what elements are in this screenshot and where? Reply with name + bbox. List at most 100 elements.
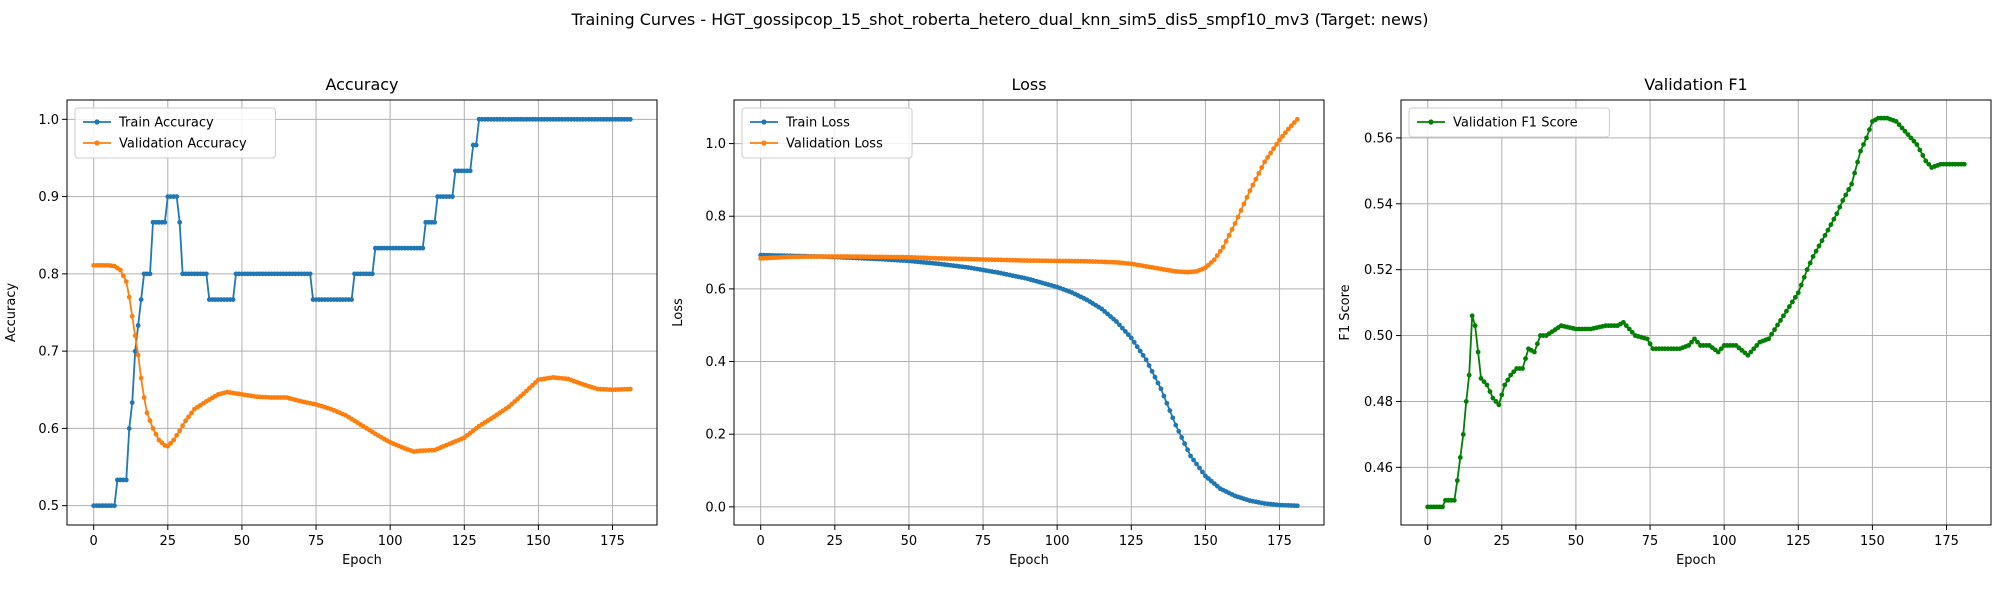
figure-title: Training Curves - HGT_gossipcop_15_shot_… (571, 10, 1429, 29)
data-point (369, 271, 375, 277)
data-point (1176, 428, 1182, 434)
data-point (1155, 380, 1161, 386)
x-tick-label: 150 (1860, 534, 1885, 549)
x-tick-label: 0 (757, 534, 765, 549)
data-point (1840, 198, 1846, 203)
data-point (1457, 455, 1463, 460)
data-point (1463, 399, 1469, 404)
data-point (1801, 274, 1807, 280)
data-point (1789, 299, 1795, 305)
data-point (1271, 146, 1276, 152)
y-tick-label: 0.7 (38, 345, 59, 360)
x-tick-label: 100 (378, 534, 403, 549)
axes-frame (1400, 99, 1992, 526)
data-point (132, 348, 138, 354)
data-point (349, 297, 355, 302)
x-tick-label: 175 (1267, 534, 1292, 549)
data-point (1499, 392, 1505, 398)
y-axis-label: Accuracy (4, 283, 19, 343)
data-point (1259, 165, 1265, 170)
data-point (1745, 352, 1751, 358)
data-point (162, 219, 168, 225)
data-point (150, 426, 156, 431)
data-point (1822, 233, 1828, 238)
data-point (1775, 322, 1780, 328)
data-point (1241, 201, 1247, 207)
axes-frame (733, 99, 1325, 526)
data-point (1288, 123, 1294, 129)
data-point (1247, 188, 1253, 194)
data-point (1623, 323, 1629, 329)
data-point (1214, 253, 1220, 258)
x-tick-label: 0 (1424, 534, 1432, 549)
data-point (1235, 214, 1241, 220)
data-point (135, 323, 141, 328)
data-point (1795, 290, 1801, 296)
data-point (1117, 322, 1122, 328)
data-point (1294, 503, 1300, 509)
data-point (1137, 348, 1143, 354)
data-point (117, 267, 123, 273)
data-point (1855, 159, 1860, 165)
x-tick-label: 50 (901, 534, 918, 549)
data-point (1277, 137, 1282, 143)
data-point (1896, 122, 1902, 128)
data-point (1825, 227, 1831, 233)
data-point (135, 352, 141, 358)
data-point (1164, 400, 1170, 406)
data-point (129, 400, 135, 406)
y-tick-label: 1.0 (705, 137, 726, 152)
data-point (1158, 386, 1164, 392)
data-point (1223, 238, 1229, 244)
data-point (1220, 244, 1226, 250)
y-axis-label: Loss (671, 298, 686, 327)
data-point (1807, 260, 1813, 266)
data-point (1861, 142, 1866, 147)
data-point (1748, 349, 1754, 355)
data-point (1454, 478, 1460, 483)
data-point (1864, 135, 1869, 141)
data-point (144, 410, 150, 416)
data-point (1114, 319, 1119, 324)
x-tick-label: 25 (1494, 534, 1511, 549)
data-point (138, 297, 144, 302)
legend-swatch-marker (761, 119, 767, 125)
data-point (1487, 389, 1493, 394)
data-point (1262, 159, 1268, 165)
data-point (1692, 336, 1697, 342)
data-point (1274, 141, 1279, 147)
data-point (450, 194, 455, 199)
legend-label: Validation F1 Score (1453, 116, 1578, 131)
data-point (230, 297, 236, 302)
data-point (1253, 176, 1259, 182)
x-tick-label: 125 (452, 534, 477, 549)
legend-box (1408, 107, 1610, 138)
y-tick-label: 0.5 (38, 499, 59, 514)
data-point (1772, 327, 1777, 333)
data-point (1644, 336, 1650, 342)
data-point (1534, 341, 1540, 347)
data-point (1146, 363, 1152, 368)
chart-2: 0 25 50 75 100 125 150 175 0.46 0.48 0.50 0.52 0.54 0… (1338, 75, 1992, 568)
y-tick-label: 0.0 (705, 500, 726, 515)
chart-title: Loss (1011, 75, 1046, 94)
data-point (138, 375, 144, 381)
data-point (1256, 170, 1262, 176)
data-point (1766, 336, 1772, 342)
chart-0: 0 25 50 75 100 125 150 175 0.5 0.6 0.7 0.8 0.9 1.0 Acc… (4, 75, 658, 568)
data-point (1170, 415, 1176, 421)
data-point (186, 414, 191, 420)
data-point (1819, 238, 1825, 244)
data-point (147, 418, 153, 424)
data-point (1914, 142, 1920, 147)
data-point (1268, 150, 1274, 156)
data-point (1961, 161, 1967, 167)
y-tick-label: 0.6 (705, 282, 726, 297)
y-tick-label: 0.4 (705, 355, 726, 370)
x-tick-label: 125 (1119, 534, 1144, 549)
x-tick-label: 0 (90, 534, 98, 549)
y-tick-label: 0.2 (705, 428, 726, 443)
series-line-0 (760, 254, 1298, 507)
data-point (1816, 243, 1822, 249)
